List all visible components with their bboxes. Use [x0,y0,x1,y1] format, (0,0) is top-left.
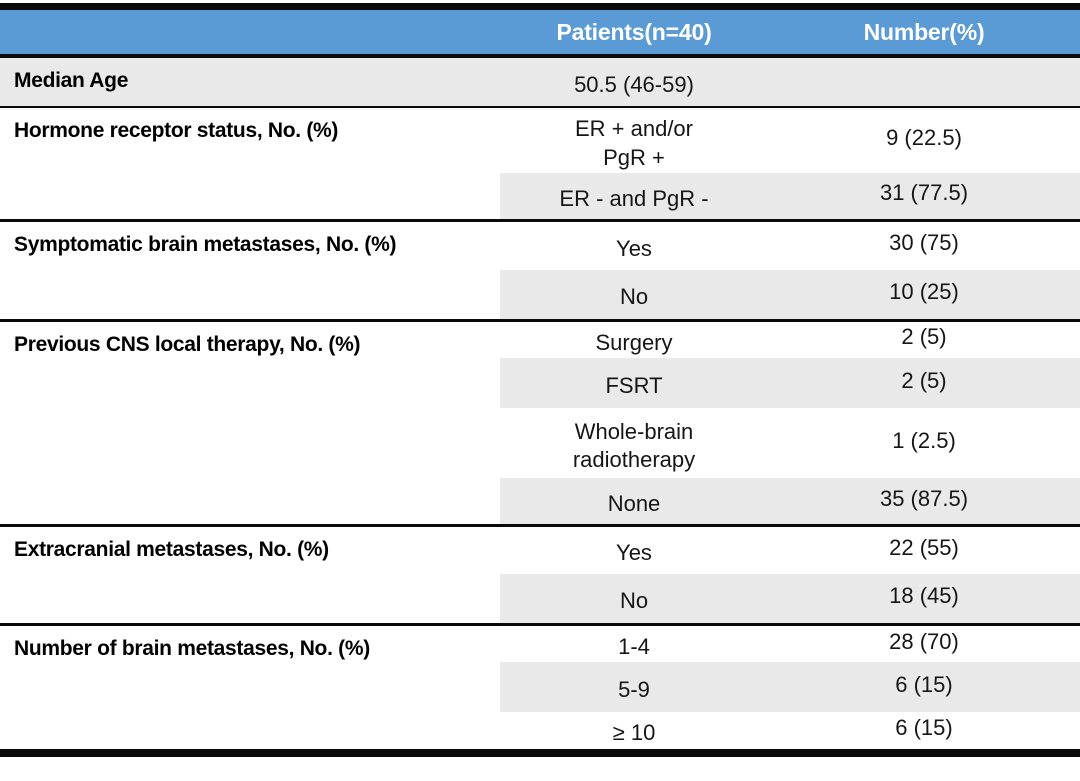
category-cell: No [500,270,768,321]
value-cell: 9 (22.5) [886,125,962,151]
row-label: Previous CNS local therapy, No. (%) [14,332,361,356]
category-cell: No [500,574,768,625]
table-row: Number of brain metastases, No. (%) 1-4 … [0,624,1080,662]
value-cell [768,56,1080,107]
patient-characteristics-table: Patients(n=40) Number(%) Median Age 50.5… [0,3,1080,757]
section-symptomatic-brain-metastases: Symptomatic brain metastases, No. (%) Ye… [0,220,1080,321]
value-cell: 28 (70) [889,628,959,654]
table-row: Previous CNS local therapy, No. (%) Surg… [0,320,1080,358]
section-hormone-receptor-status: Hormone receptor status, No. (%) ER + an… [0,107,1080,221]
row-label: Hormone receptor status, No. (%) [14,119,339,142]
row-label: Extracranial metastases, No. (%) [14,537,329,561]
category-cell: Yes [616,235,652,261]
category-cell: Yes [616,540,652,566]
value-cell: 6 (15) [895,715,953,741]
table-row: FSRT 2 (5) [0,358,1080,409]
category-cell: FSRT [500,358,768,409]
category-cell: ER - and PgR - [500,173,768,221]
value-cell: 6 (15) [768,662,1080,713]
value-cell: 31 (77.5) [768,173,1080,221]
table-row: ≥ 10 6 (15) [0,712,1080,753]
section-extracranial-metastases: Extracranial metastases, No. (%) Yes 22 … [0,525,1080,625]
value-cell: 1 (2.5) [892,427,956,453]
header-row: Patients(n=40) Number(%) [0,6,1080,56]
value-cell: 2 (5) [768,358,1080,409]
table-row: 5-9 6 (15) [0,662,1080,713]
page: Patients(n=40) Number(%) Median Age 50.5… [0,3,1080,757]
value-cell: 30 (75) [889,230,959,256]
table-row: No 18 (45) [0,574,1080,625]
category-cell: ER + and/or PgR + [574,116,693,170]
header-cell-patients: Patients(n=40) [500,6,768,56]
table-row: Symptomatic brain metastases, No. (%) Ye… [0,220,1080,270]
table-row: None 35 (87.5) [0,478,1080,526]
table-row: Hormone receptor status, No. (%) ER + an… [0,107,1080,173]
section-previous-cns-local-therapy: Previous CNS local therapy, No. (%) Surg… [0,320,1080,526]
value-cell: 35 (87.5) [768,478,1080,526]
section-number-of-brain-metastases: Number of brain metastases, No. (%) 1-4 … [0,624,1080,753]
category-cell: None [500,478,768,526]
value-cell: 10 (25) [768,270,1080,321]
value-cell: 2 (5) [901,324,947,350]
section-median-age: Median Age 50.5 (46-59) [0,56,1080,107]
header-cell-number: Number(%) [768,6,1080,56]
table-row: ER - and PgR - 31 (77.5) [0,173,1080,221]
category-cell: 50.5 (46-59) [500,56,768,107]
value-cell: 22 (55) [889,535,959,561]
category-cell: ≥ 10 [612,720,656,746]
table-header: Patients(n=40) Number(%) [0,6,1080,56]
header-cell-empty [0,6,500,56]
category-cell: Whole-brain radiotherapy [572,418,696,473]
value-cell: 18 (45) [768,574,1080,625]
row-label: Median Age [0,56,500,107]
table-row: Median Age 50.5 (46-59) [0,56,1080,107]
table-row: Whole-brain radiotherapy 1 (2.5) [0,408,1080,478]
row-label: Symptomatic brain metastases, No. (%) [14,232,397,256]
category-cell: 1-4 [618,633,650,659]
row-label: Number of brain metastases, No. (%) [14,636,370,660]
table-row: No 10 (25) [0,270,1080,321]
category-cell: Surgery [595,329,673,355]
category-cell: 5-9 [500,662,768,713]
table-row: Extracranial metastases, No. (%) Yes 22 … [0,525,1080,574]
